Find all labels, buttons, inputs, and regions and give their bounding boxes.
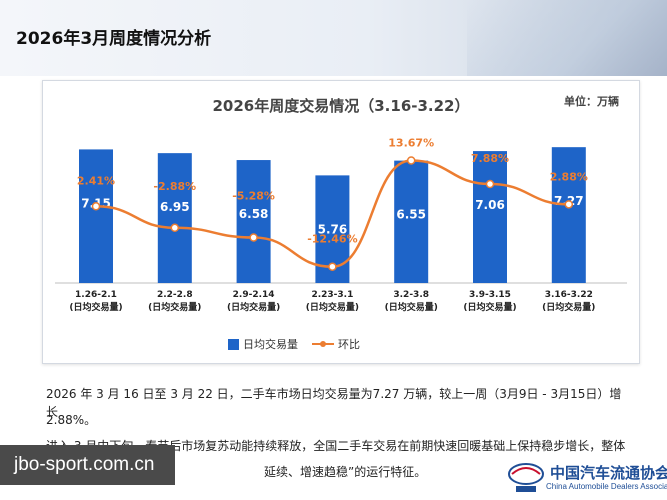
line-point xyxy=(91,202,101,211)
paragraph-1-line-2: 2.88%。 xyxy=(46,413,97,427)
x-tick-sublabel: (日均交易量) xyxy=(306,301,359,313)
x-tick-label: 1.26-2.1 xyxy=(75,290,117,300)
line-value-label: -5.28% xyxy=(232,190,275,203)
logo: 中国汽车流通协会 China Automobile Dealers Associ… xyxy=(506,460,667,496)
bar xyxy=(394,160,429,283)
paragraph-2-line-2: 延续、增速趋稳”的运行特征。 xyxy=(264,465,427,479)
line-point xyxy=(249,233,258,242)
bar-value-label: 7.06 xyxy=(475,198,505,212)
x-tick-label: 3.16-3.22 xyxy=(545,290,593,300)
bar xyxy=(157,153,192,283)
x-tick-label: 2.9-2.14 xyxy=(233,290,275,300)
legend-line-label: 环比 xyxy=(338,338,360,351)
logo-name: 中国汽车流通协会 xyxy=(550,464,667,482)
paragraph-1-line-1: 2026 年 3 月 16 日至 3 月 22 日，二手车市场日均交易量为7.2… xyxy=(46,387,622,419)
header-decoration xyxy=(467,0,667,76)
legend-line-swatch xyxy=(312,339,334,349)
line-point xyxy=(485,179,495,189)
x-tick-label: 2.2-2.8 xyxy=(157,290,193,300)
line-value-label: -12.46% xyxy=(307,233,357,246)
line-point xyxy=(170,223,180,233)
x-tick-sublabel: (日均交易量) xyxy=(463,301,516,313)
chart-panel: 7.151.26-2.1(日均交易量)6.952.2-2.8(日均交易量)6.5… xyxy=(42,80,640,364)
bar xyxy=(236,160,271,283)
bar-value-label: 6.58 xyxy=(239,207,269,221)
legend-item-bar: 日均交易量 xyxy=(228,336,298,352)
line-value-label: 2.41% xyxy=(77,174,115,187)
chart-title: 2026年周度交易情况（3.16-3.22） xyxy=(212,97,470,115)
page-title: 2026年3月周度情况分析 xyxy=(16,29,212,49)
x-tick-label: 3.2-3.8 xyxy=(393,290,429,300)
x-tick-label: 3.9-3.15 xyxy=(469,290,511,300)
bar-value-label: 5.76 xyxy=(318,222,348,236)
watermark: jbo-sport.com.cn xyxy=(0,445,175,485)
x-tick-sublabel: (日均交易量) xyxy=(69,301,122,313)
x-tick-sublabel: (日均交易量) xyxy=(542,301,595,313)
unit-label: 单位：万辆 xyxy=(564,95,619,108)
chart-legend: 日均交易量 环比 xyxy=(228,336,374,352)
x-tick-sublabel: (日均交易量) xyxy=(385,301,438,313)
bar-value-label: 6.55 xyxy=(396,208,426,222)
x-tick-label: 2.23-3.1 xyxy=(311,290,353,300)
line-point xyxy=(328,262,337,271)
legend-item-line: 环比 xyxy=(312,336,360,352)
logo-mark-icon xyxy=(508,463,544,492)
legend-bar-swatch xyxy=(228,338,239,350)
bar xyxy=(79,149,113,283)
line-value-label: 2.88% xyxy=(550,170,588,183)
line-point xyxy=(564,200,574,209)
bar xyxy=(473,151,507,283)
x-tick-sublabel: (日均交易量) xyxy=(227,301,280,313)
line-value-label: 13.67% xyxy=(388,136,434,149)
x-tick-sublabel: (日均交易量) xyxy=(148,301,201,313)
chart-svg: 7.151.26-2.1(日均交易量)6.952.2-2.8(日均交易量)6.5… xyxy=(55,136,627,313)
line-value-label: -2.88% xyxy=(153,180,196,193)
bar xyxy=(551,147,586,283)
line-point xyxy=(406,156,416,165)
bar-value-label: 6.95 xyxy=(160,200,190,214)
logo-subtitle: China Automobile Dealers Association xyxy=(546,482,667,491)
line-value-label: 7.88% xyxy=(471,152,509,165)
legend-bar-label: 日均交易量 xyxy=(243,338,298,351)
